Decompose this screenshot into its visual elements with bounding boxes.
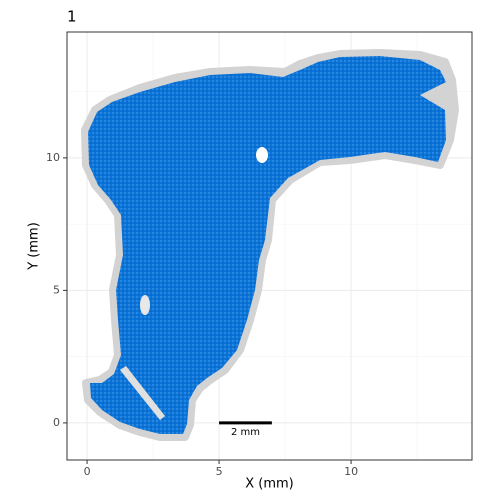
tissue-hole	[140, 295, 150, 315]
tissue-hole	[256, 147, 268, 163]
tissue-cells	[88, 56, 446, 434]
y-tick-label: 10	[46, 151, 60, 164]
tissue-gap	[120, 366, 165, 420]
y-tick-label: 5	[53, 283, 60, 296]
x-axis-label: X (mm)	[245, 477, 294, 492]
x-tick-label: 10	[344, 465, 358, 478]
panel-border	[66, 31, 473, 461]
x-tick-label: 0	[84, 465, 91, 478]
scale-bar-label: 2 mm	[231, 427, 260, 438]
x-tick-label: 5	[216, 465, 223, 478]
y-tick-label: 0	[53, 416, 60, 429]
tissue	[81, 49, 459, 441]
y-axis-label: Y (mm)	[27, 222, 42, 271]
chart-title: 1	[67, 8, 77, 26]
